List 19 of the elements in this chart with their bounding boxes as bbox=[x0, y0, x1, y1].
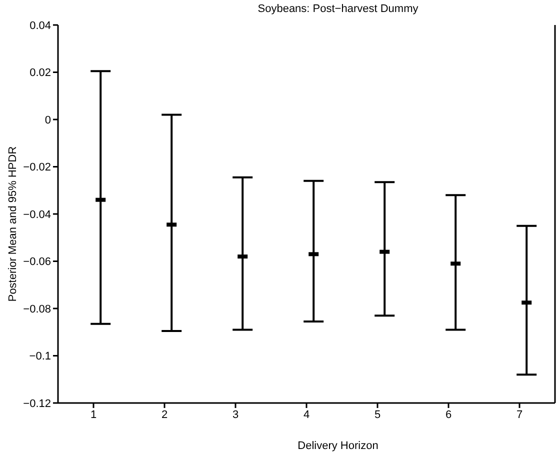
x-tick-label: 7 bbox=[516, 408, 523, 421]
y-tick-label: −0.1 bbox=[29, 350, 51, 363]
x-axis-title: Delivery Horizon bbox=[296, 440, 380, 452]
y-tick-label: 0 bbox=[44, 114, 51, 126]
x-tick-label: 1 bbox=[90, 408, 97, 421]
chart-title: Soybeans: Post−harvest Dummy bbox=[256, 3, 420, 15]
x-tick-label: 2 bbox=[161, 408, 168, 421]
y-tick-label: −0.12 bbox=[23, 398, 51, 410]
x-tick-label: 6 bbox=[445, 408, 452, 421]
y-tick-label: −0.02 bbox=[23, 162, 51, 174]
x-tick-label: 4 bbox=[303, 408, 310, 421]
y-tick-label: 0.04 bbox=[30, 20, 51, 32]
x-tick-label: 3 bbox=[232, 408, 239, 421]
y-tick-label: 0.02 bbox=[30, 67, 51, 80]
y-axis-title: Posterior Mean and 95% HPDR bbox=[7, 146, 19, 302]
x-tick-label: 5 bbox=[374, 408, 381, 421]
y-tick-label: −0.06 bbox=[23, 256, 51, 268]
y-tick-label: −0.04 bbox=[23, 208, 51, 221]
y-tick-label: −0.08 bbox=[23, 303, 51, 316]
